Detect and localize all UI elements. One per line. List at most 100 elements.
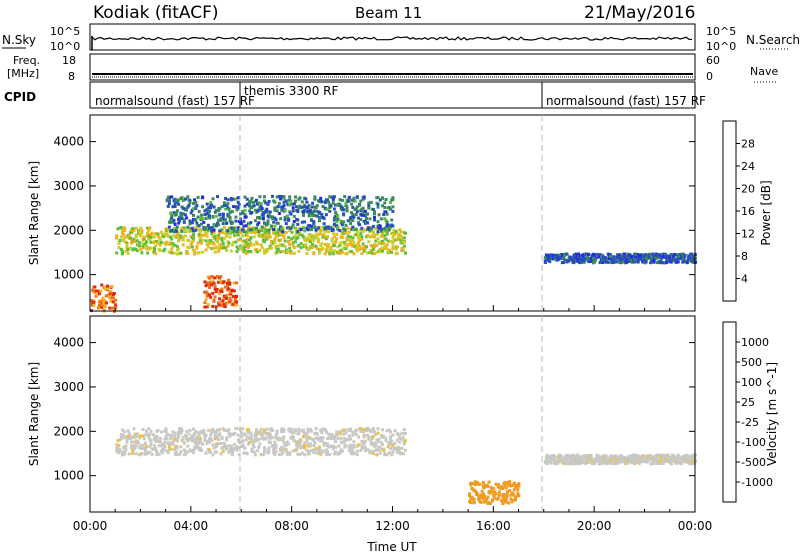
echo-cell <box>116 446 120 450</box>
echo-cell <box>376 202 380 206</box>
echo-cell <box>291 241 295 245</box>
echo-cell <box>340 240 344 244</box>
echo-cell <box>153 249 156 253</box>
echo-cell <box>296 446 300 450</box>
echo-cell <box>342 432 346 436</box>
echo-cell <box>692 462 696 466</box>
echo-cell <box>379 227 383 231</box>
echo-cell <box>330 249 334 253</box>
echo-cell <box>244 224 248 228</box>
echo-cell <box>230 289 234 292</box>
echo-cell <box>175 446 179 450</box>
echo-cell <box>124 444 128 448</box>
echo-cell <box>350 250 354 254</box>
echo-cell <box>389 447 393 451</box>
echo-cell <box>132 436 136 440</box>
echo-cell <box>315 451 319 455</box>
echo-cell <box>243 243 247 247</box>
echo-cell <box>250 230 254 234</box>
echo-cell <box>660 261 664 265</box>
echo-cell <box>229 447 233 451</box>
echo-cell <box>581 461 585 465</box>
echo-cell <box>287 442 291 446</box>
echo-cell <box>279 225 283 229</box>
echo-cell <box>324 237 328 241</box>
echo-cell <box>350 211 354 215</box>
echo-cell <box>125 243 129 247</box>
echo-cell <box>371 208 375 211</box>
echo-cell <box>174 211 178 215</box>
echo-cell <box>345 209 349 213</box>
echo-cell <box>138 244 142 248</box>
echo-cell <box>383 201 387 205</box>
echo-cell <box>214 224 218 228</box>
echo-cell <box>268 235 272 239</box>
echo-cell <box>351 219 355 223</box>
echo-cell <box>195 443 199 447</box>
echo-cell <box>195 246 199 250</box>
echo-cell <box>331 198 335 202</box>
echo-cell <box>239 212 242 216</box>
echo-cell <box>367 201 371 205</box>
echo-cell <box>358 244 362 248</box>
echo-cell <box>132 229 136 233</box>
echo-cell <box>375 438 379 442</box>
echo-cell <box>167 225 171 229</box>
echo-cell <box>218 212 222 216</box>
nsky-tick-top: 10^5 <box>50 25 80 38</box>
echo-cell <box>351 225 355 229</box>
echo-cell <box>279 217 283 221</box>
echo-cell <box>173 431 177 435</box>
echo-cell <box>572 261 576 265</box>
echo-cell <box>319 198 323 202</box>
echo-cell <box>581 458 585 462</box>
echo-cell <box>224 296 228 300</box>
echo-cell <box>170 247 174 251</box>
echo-cell <box>240 445 244 449</box>
nsky-line <box>91 35 693 41</box>
echo-cell <box>184 449 187 453</box>
echo-cell <box>287 217 291 221</box>
echo-cell <box>141 434 145 438</box>
echo-cell <box>218 297 222 301</box>
echo-cell <box>193 447 197 451</box>
echo-cell <box>221 242 225 245</box>
echo-cell <box>297 206 301 210</box>
echo-cell <box>171 205 175 209</box>
echo-cell <box>496 496 500 500</box>
echo-cell <box>360 237 364 241</box>
echo-cell <box>141 244 145 248</box>
echo-cell <box>149 439 153 443</box>
echo-cell <box>352 440 356 444</box>
echo-cell <box>313 195 317 199</box>
echo-cell <box>305 435 309 439</box>
echo-cell <box>218 243 222 246</box>
echo-cell <box>656 453 659 457</box>
echo-cell <box>250 439 254 443</box>
echo-cell <box>505 494 509 498</box>
echo-cell <box>197 433 201 437</box>
echo-cell <box>382 434 386 438</box>
echo-cell <box>391 209 395 213</box>
echo-cell <box>158 237 162 241</box>
echo-cell <box>312 444 316 447</box>
echo-cell <box>131 227 135 231</box>
echo-cell <box>326 228 329 232</box>
echo-cell <box>294 226 297 230</box>
echo-cell <box>249 243 253 247</box>
echo-cell <box>195 440 199 444</box>
echo-cell <box>282 204 286 208</box>
echo-cell <box>367 204 371 208</box>
echo-cell <box>280 227 284 231</box>
echo-cell <box>271 194 274 198</box>
x-axis-label: Time UT <box>366 540 417 554</box>
echo-cell <box>651 252 655 256</box>
echo-cell <box>375 448 379 452</box>
echo-cell <box>170 251 174 255</box>
echo-cell <box>163 445 167 449</box>
echo-cell <box>103 287 107 291</box>
echo-cell <box>203 438 207 442</box>
nave-tick-top: 60 <box>706 54 720 67</box>
echo-cell <box>228 296 232 300</box>
echo-cell <box>190 245 194 249</box>
